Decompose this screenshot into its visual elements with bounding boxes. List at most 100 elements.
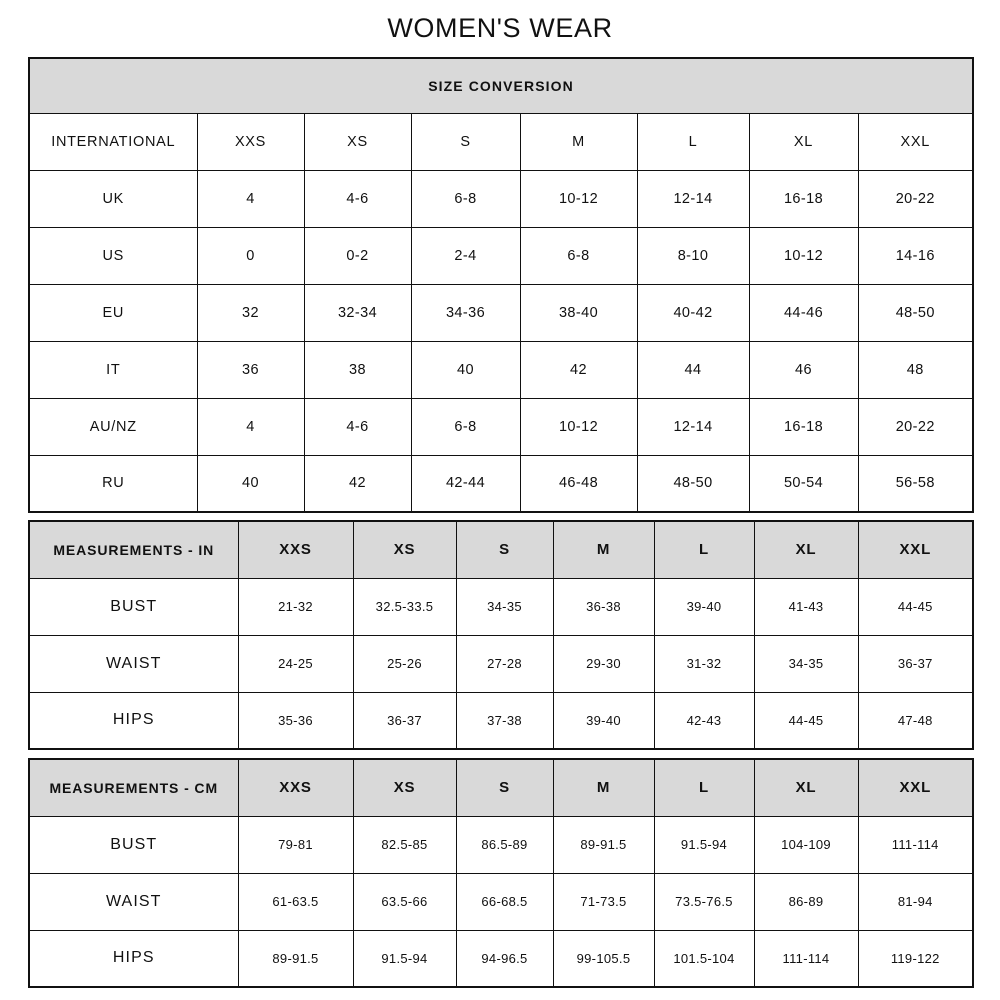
row-label: BUST [28, 815, 239, 874]
cell-value: 41-43 [753, 577, 859, 636]
row-label: WAIST [28, 872, 239, 931]
row-label: UK [28, 169, 198, 228]
row-label: IT [28, 340, 198, 399]
cell-value: 4 [196, 169, 305, 228]
cell-value: 6-8 [519, 226, 638, 285]
column-header-l: L [636, 112, 750, 171]
cell-value: 71-73.5 [552, 872, 655, 931]
cell-value: 91.5-94 [653, 815, 755, 874]
cell-value: 29-30 [552, 634, 655, 693]
cell-value: 39-40 [653, 577, 755, 636]
table-row: RU 40 42 42-44 46-48 48-50 50-54 56-58 [28, 454, 974, 513]
table-row: AU/NZ 4 4-6 6-8 10-12 12-14 16-18 20-22 [28, 397, 974, 456]
measurements-inches-section: MEASUREMENTS - IN XXS XS S M L XL XXL BU… [28, 520, 974, 750]
table-row: HIPS 89-91.5 91.5-94 94-96.5 99-105.5 10… [28, 929, 974, 988]
cell-value: 39-40 [552, 691, 655, 750]
cell-value: 36-37 [352, 691, 457, 750]
cell-value: 38 [303, 340, 412, 399]
column-header-xxl: XXL [857, 112, 974, 171]
cell-value: 42-43 [653, 691, 755, 750]
cell-value: 66-68.5 [455, 872, 554, 931]
table-row: UK 4 4-6 6-8 10-12 12-14 16-18 20-22 [28, 169, 974, 228]
row-label: BUST [28, 577, 239, 636]
cell-value: 0-2 [303, 226, 412, 285]
cell-value: 44-45 [753, 691, 859, 750]
cell-value: 42 [303, 454, 412, 513]
table-row: WAIST 61-63.5 63.5-66 66-68.5 71-73.5 73… [28, 872, 974, 931]
cell-value: 42 [519, 340, 638, 399]
cell-value: 91.5-94 [352, 929, 457, 988]
cell-value: 36-37 [857, 634, 974, 693]
measurements-cm-banner: MEASUREMENTS - CM [28, 758, 239, 817]
measurements-inches-table: MEASUREMENTS - IN XXS XS S M L XL XXL BU… [28, 520, 974, 750]
cell-value: 40-42 [636, 283, 750, 342]
row-label: AU/NZ [28, 397, 198, 456]
cell-value: 12-14 [636, 169, 750, 228]
cell-value: 32-34 [303, 283, 412, 342]
table-row: IT 36 38 40 42 44 46 48 [28, 340, 974, 399]
column-header-xxs: XXS [237, 520, 354, 579]
cell-value: 86-89 [753, 872, 859, 931]
cell-value: 10-12 [519, 397, 638, 456]
cell-value: 10-12 [748, 226, 859, 285]
cell-value: 48 [857, 340, 974, 399]
cell-value: 32.5-33.5 [352, 577, 457, 636]
cell-value: 16-18 [748, 397, 859, 456]
cell-value: 38-40 [519, 283, 638, 342]
cell-value: 119-122 [857, 929, 974, 988]
column-header-xxl: XXL [857, 520, 974, 579]
cell-value: 32 [196, 283, 305, 342]
cell-value: 34-36 [410, 283, 521, 342]
cell-value: 12-14 [636, 397, 750, 456]
column-header-s: S [410, 112, 521, 171]
column-header-xl: XL [753, 520, 859, 579]
column-header-xxl: XXL [857, 758, 974, 817]
cell-value: 34-35 [455, 577, 554, 636]
cell-value: 20-22 [857, 169, 974, 228]
column-header-s: S [455, 758, 554, 817]
cell-value: 35-36 [237, 691, 354, 750]
cell-value: 101.5-104 [653, 929, 755, 988]
row-label: WAIST [28, 634, 239, 693]
measurements-cm-table: MEASUREMENTS - CM XXS XS S M L XL XXL BU… [28, 758, 974, 988]
page-title: WOMEN'S WEAR [387, 13, 613, 43]
cell-value: 42-44 [410, 454, 521, 513]
table-row: WAIST 24-25 25-26 27-28 29-30 31-32 34-3… [28, 634, 974, 693]
cell-value: 20-22 [857, 397, 974, 456]
measurements-inches-banner: MEASUREMENTS - IN [28, 520, 239, 579]
column-header-s: S [455, 520, 554, 579]
column-header-xs: XS [352, 758, 457, 817]
cell-value: 8-10 [636, 226, 750, 285]
column-header-xxs: XXS [196, 112, 305, 171]
table-row: BUST 79-81 82.5-85 86.5-89 89-91.5 91.5-… [28, 815, 974, 874]
cell-value: 94-96.5 [455, 929, 554, 988]
cell-value: 36 [196, 340, 305, 399]
column-header-m: M [519, 112, 638, 171]
row-label: US [28, 226, 198, 285]
cell-value: 34-35 [753, 634, 859, 693]
column-header-xl: XL [753, 758, 859, 817]
column-header-xxs: XXS [237, 758, 354, 817]
cell-value: 86.5-89 [455, 815, 554, 874]
banner-row: SIZE CONVERSION [28, 57, 974, 114]
column-header-xs: XS [352, 520, 457, 579]
table-row: BUST 21-32 32.5-33.5 34-35 36-38 39-40 4… [28, 577, 974, 636]
cell-value: 40 [410, 340, 521, 399]
cell-value: 73.5-76.5 [653, 872, 755, 931]
cell-value: 2-4 [410, 226, 521, 285]
table-row: HIPS 35-36 36-37 37-38 39-40 42-43 44-45… [28, 691, 974, 750]
cell-value: 6-8 [410, 397, 521, 456]
cell-value: 99-105.5 [552, 929, 655, 988]
column-header-row: MEASUREMENTS - IN XXS XS S M L XL XXL [28, 520, 974, 579]
measurements-cm-section: MEASUREMENTS - CM XXS XS S M L XL XXL BU… [28, 758, 974, 988]
cell-value: 44-45 [857, 577, 974, 636]
table-row: US 0 0-2 2-4 6-8 8-10 10-12 14-16 [28, 226, 974, 285]
cell-value: 27-28 [455, 634, 554, 693]
cell-value: 50-54 [748, 454, 859, 513]
cell-value: 24-25 [237, 634, 354, 693]
column-header-international: INTERNATIONAL [28, 112, 198, 171]
row-label: HIPS [28, 929, 239, 988]
cell-value: 44 [636, 340, 750, 399]
cell-value: 37-38 [455, 691, 554, 750]
